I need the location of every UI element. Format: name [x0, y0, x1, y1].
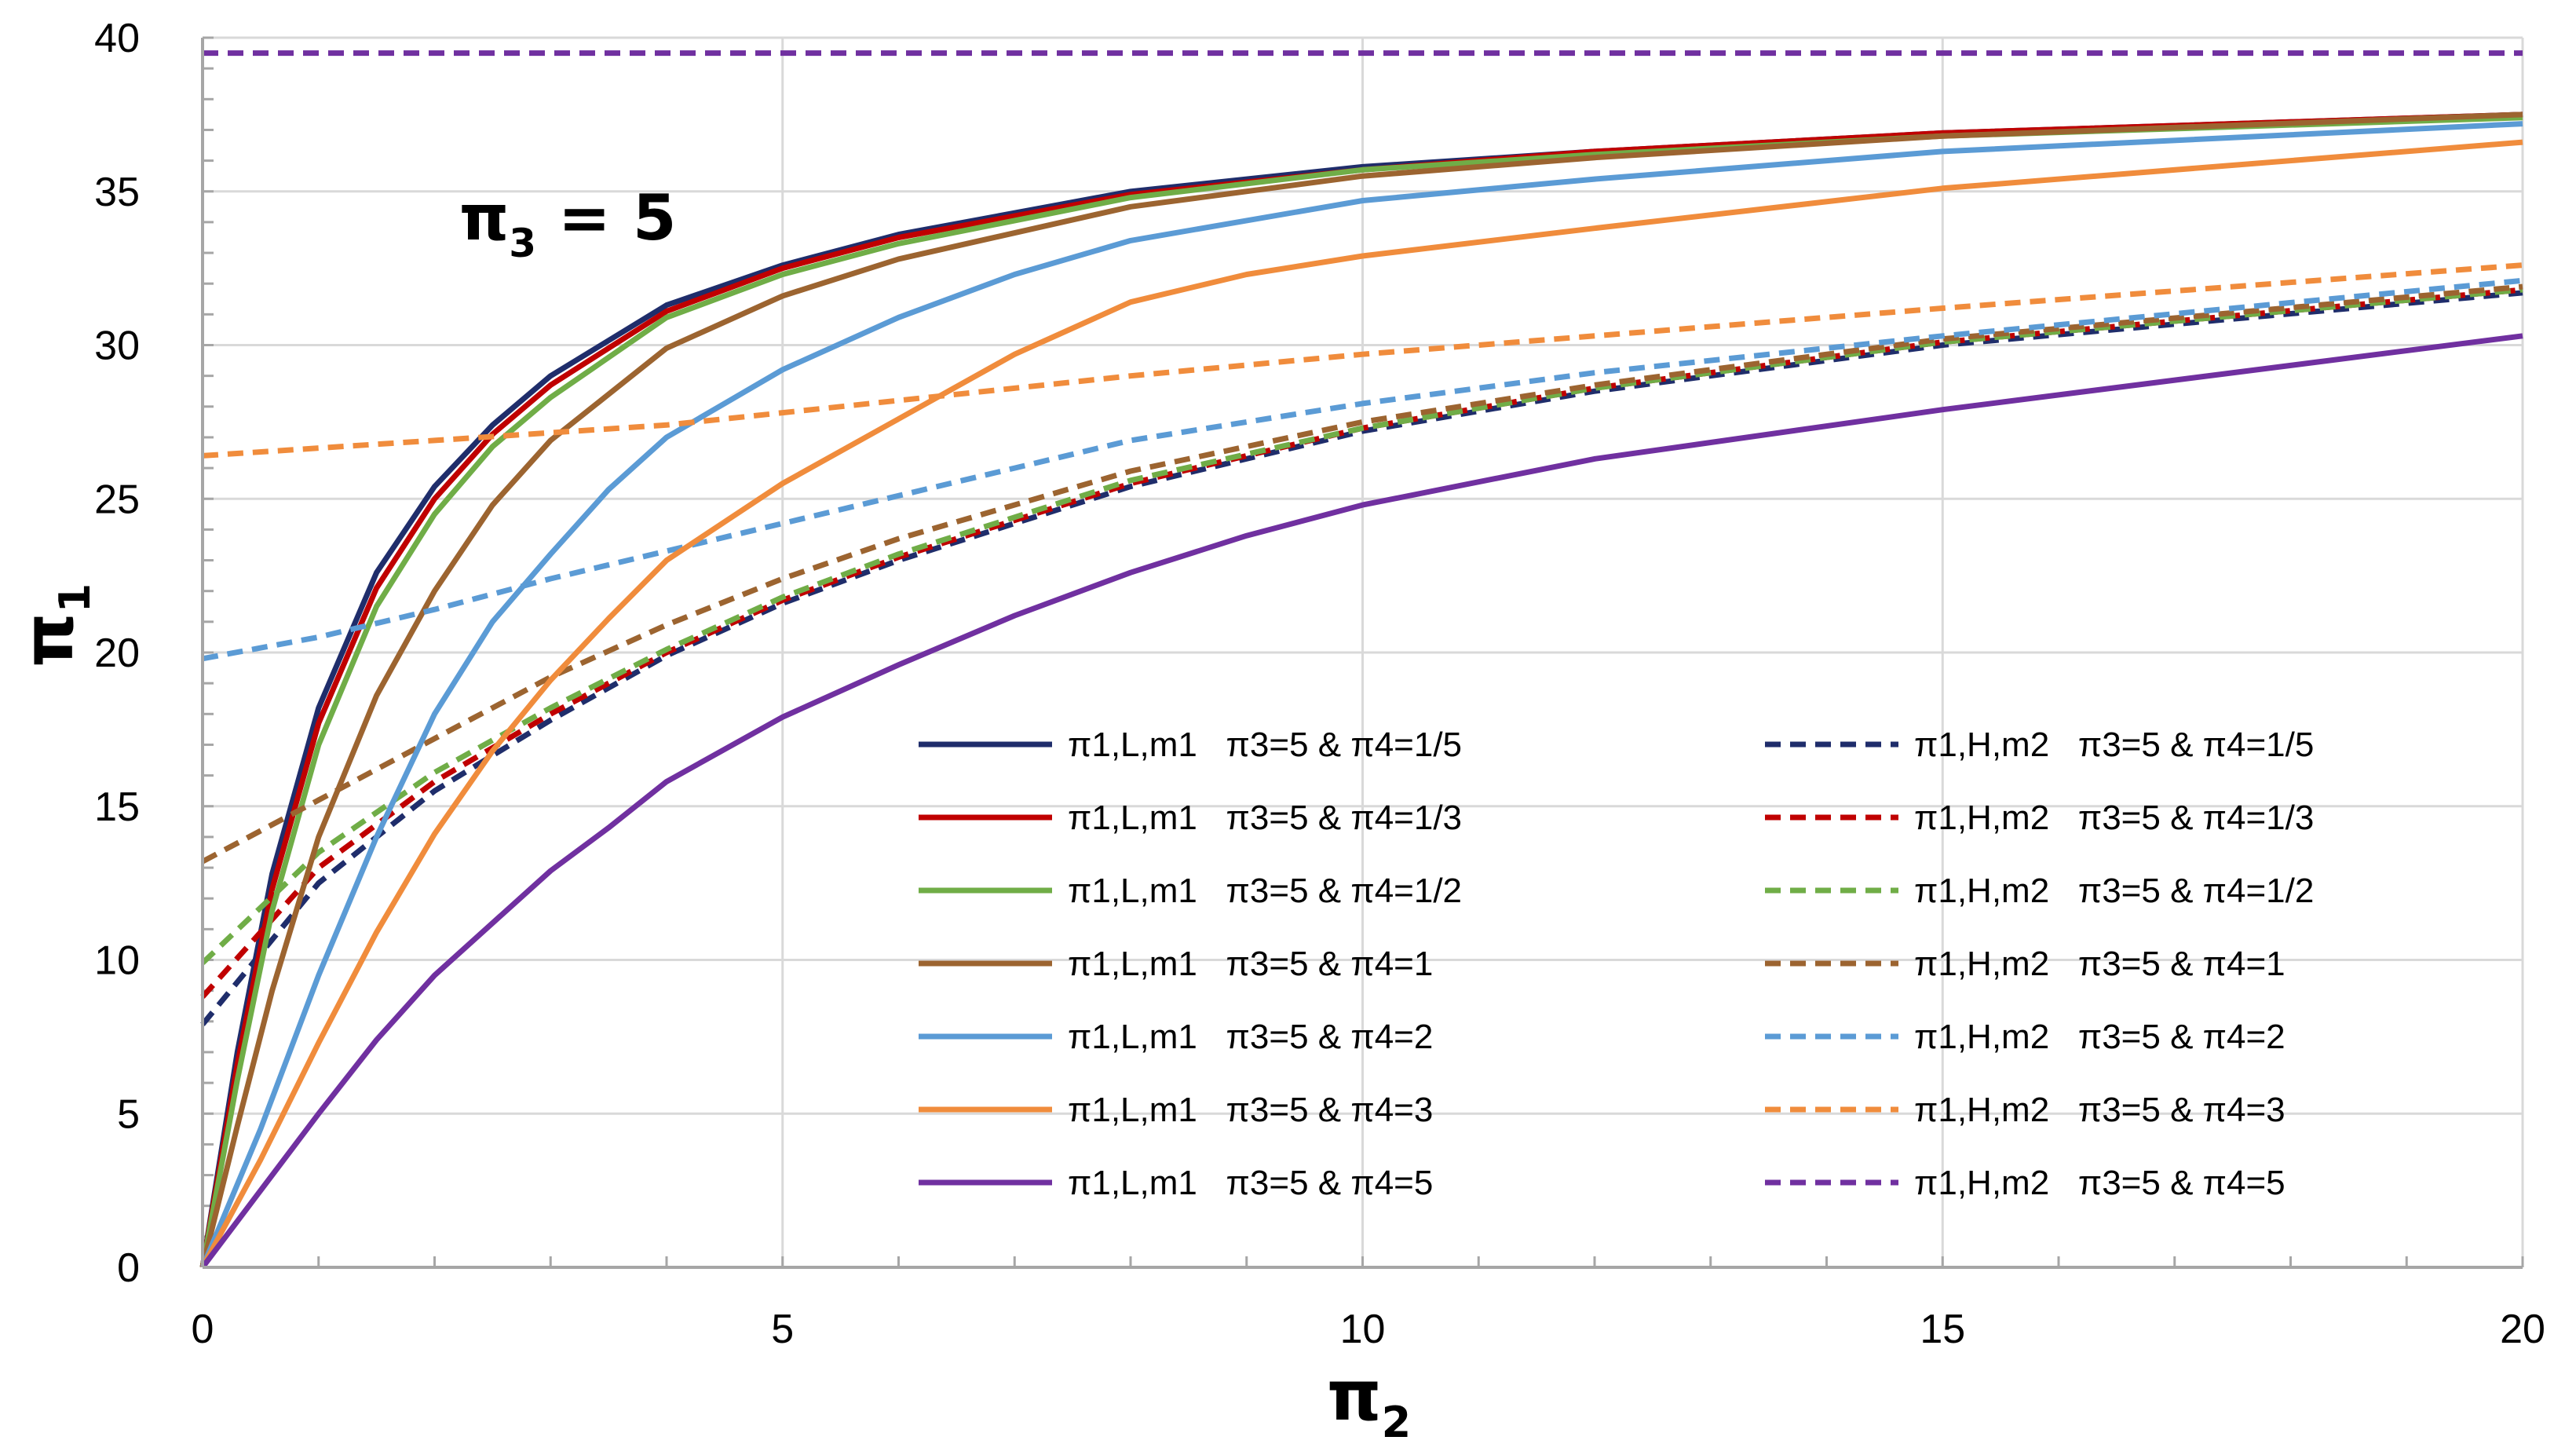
- x-axis-title-symbol: π: [1327, 1355, 1382, 1436]
- legend-label: π1,H,m2 π3=5 & π4=3: [1914, 1091, 2286, 1129]
- x-tick-label: 10: [1340, 1307, 1386, 1352]
- tick-labels: 0 5 10 15 20 0 5 10 15 20 25 30 35 40: [94, 16, 2545, 1352]
- y-tick-label: 35: [94, 170, 140, 215]
- legend-label: π1,H,m2 π3=5 & π4=1: [1914, 945, 2286, 983]
- annotation-symbol: π: [459, 181, 509, 254]
- legend-label: π1,L,m1 π3=5 & π4=1/2: [1068, 872, 1462, 910]
- legend-label: π1,L,m1 π3=5 & π4=1/3: [1068, 799, 1462, 837]
- y-tick-label: 10: [94, 938, 140, 984]
- y-axis-title-symbol: π: [8, 612, 89, 667]
- y-tick-label: 25: [94, 477, 140, 522]
- annotation-suffix: = 5: [536, 181, 676, 254]
- legend-label: π1,L,m1 π3=5 & π4=2: [1068, 1018, 1433, 1056]
- legend-label: π1,H,m2 π3=5 & π4=2: [1914, 1018, 2286, 1056]
- y-tick-label: 40: [94, 16, 140, 61]
- series-line-2: [200, 290, 2523, 1026]
- x-axis-title-subscript: 2: [1382, 1398, 1412, 1447]
- y-tick-label: 5: [117, 1091, 140, 1137]
- legend-label: π1,L,m1 π3=5 & π4=3: [1068, 1091, 1433, 1129]
- legend-label: π1,L,m1 π3=5 & π4=5: [1068, 1164, 1433, 1202]
- y-tick-label: 0: [117, 1245, 140, 1291]
- y-tick-label: 30: [94, 324, 140, 369]
- series-layer: [199, 50, 2523, 1270]
- legend-label: π1,L,m1 π3=5 & π4=1: [1068, 945, 1433, 983]
- y-tick-label: 20: [94, 631, 140, 676]
- y-axis-title: π1: [8, 583, 100, 667]
- legend-label: π1,H,m2 π3=5 & π4=1/5: [1914, 726, 2314, 764]
- x-tick-label: 5: [771, 1307, 794, 1352]
- series-line-6: [200, 287, 2523, 965]
- x-tick-label: 15: [1920, 1307, 1965, 1352]
- series-line-11: [199, 139, 2523, 1269]
- x-axis-title: π2: [1327, 1355, 1411, 1447]
- x-tick-label: 20: [2500, 1307, 2545, 1352]
- series-line-9: [199, 121, 2523, 1269]
- legend-label: π1,H,m2 π3=5 & π4=1/3: [1914, 799, 2314, 837]
- legend-label: π1,L,m1 π3=5 & π4=1/5: [1068, 726, 1462, 764]
- x-tick-label: 0: [192, 1307, 214, 1352]
- annotation: π3 = 5: [459, 181, 676, 266]
- series-line-13: [200, 333, 2523, 1270]
- series-line-10: [202, 277, 2523, 662]
- y-axis-title-subscript: 1: [50, 583, 100, 613]
- legend-label: π1,H,m2 π3=5 & π4=5: [1914, 1164, 2286, 1202]
- legend-label: π1,H,m2 π3=5 & π4=1/2: [1914, 872, 2314, 910]
- series-line-12: [202, 262, 2523, 459]
- legend: π1,L,m1 π3=5 & π4=1/5 π1,L,m1 π3=5 & π4=1…: [919, 726, 2314, 1202]
- annotation-subscript: 3: [509, 221, 536, 266]
- series-line-5: [199, 115, 2523, 1268]
- series-line-7: [199, 112, 2523, 1268]
- y-tick-label: 15: [94, 784, 140, 830]
- axes: [201, 38, 2523, 1269]
